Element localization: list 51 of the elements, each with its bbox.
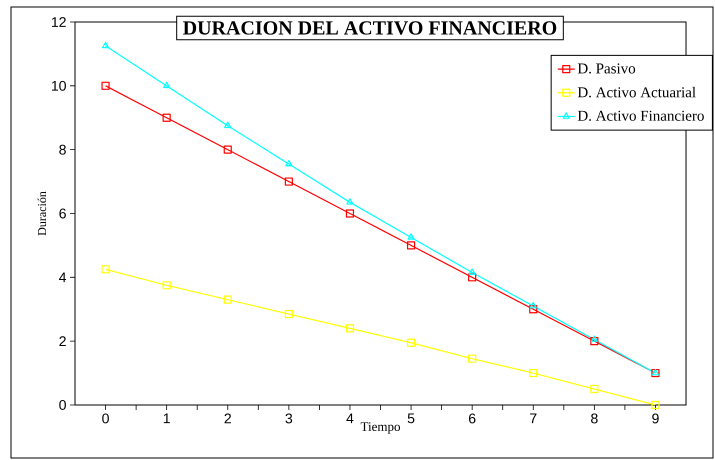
x-tick-label: 3 [286, 414, 292, 424]
point [224, 296, 232, 304]
point [284, 177, 293, 186]
legend-label: D. Pasivo [578, 63, 636, 74]
x-tick-label: 4 [346, 414, 354, 424]
y-tick-label: 8 [59, 144, 66, 155]
x-tick-label: 0 [102, 414, 109, 424]
x-axis-title: Tiempo [360, 422, 400, 434]
point [590, 384, 598, 394]
point [101, 82, 110, 90]
point [162, 114, 171, 122]
y-tick-label: 10 [52, 80, 66, 91]
legend-label: D. Activo Actuarial [578, 86, 696, 98]
point [346, 324, 354, 332]
legend-label: D. Activo Financiero [578, 110, 704, 121]
point [101, 265, 110, 274]
x-tick-label: 5 [408, 414, 414, 424]
point [284, 310, 293, 318]
x-tick-label: 1 [164, 414, 170, 424]
point [529, 368, 538, 378]
point [163, 82, 170, 88]
point [590, 337, 598, 346]
point [468, 273, 476, 282]
x-tick-label: 6 [468, 414, 476, 424]
x-tick-label: 7 [530, 414, 536, 424]
y-tick-label: 6 [59, 208, 66, 218]
point [407, 233, 415, 240]
point [468, 354, 476, 363]
point [285, 160, 292, 166]
y-tick-label: 2 [59, 336, 66, 346]
point [102, 42, 110, 48]
y-axis-title: Duración [38, 191, 46, 236]
chart-title: DURACION DEL ACTIVO FINANCIERO [183, 21, 556, 35]
y-tick-label: 0 [59, 400, 66, 410]
x-tick-label: 8 [591, 414, 598, 424]
point [590, 335, 598, 342]
point [224, 146, 232, 154]
point [346, 198, 354, 205]
x-tick-label: 9 [652, 414, 659, 424]
point [529, 305, 538, 314]
point [468, 268, 476, 275]
point [406, 338, 416, 347]
y-tick-label: 4 [59, 272, 66, 282]
x-tick-label: 2 [224, 414, 231, 424]
point [530, 302, 537, 308]
point [406, 241, 416, 250]
point [162, 281, 171, 290]
point [224, 122, 232, 128]
y-tick-label: 12 [52, 17, 66, 27]
point [346, 209, 354, 218]
point [651, 400, 660, 410]
